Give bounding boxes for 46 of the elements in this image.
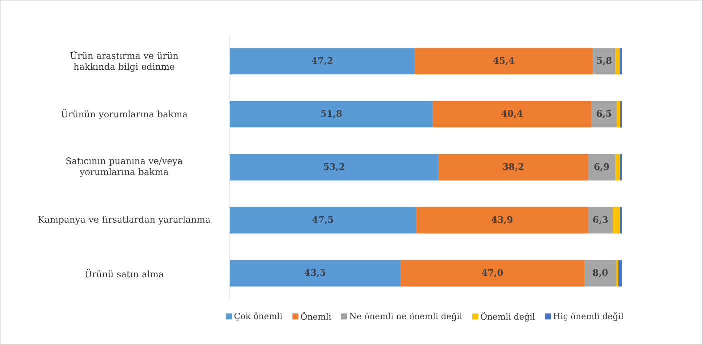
bar xyxy=(588,154,616,181)
bar xyxy=(593,48,616,75)
bar xyxy=(591,101,617,128)
bar xyxy=(230,260,401,287)
y-tick-label: Satıcının puanına ve/veya yorumlarına bakma xyxy=(66,158,183,178)
data-label: 5,8 xyxy=(597,57,612,66)
data-label: 6,5 xyxy=(596,110,612,119)
data-label: 6,9 xyxy=(594,163,610,172)
y-tick-label: Ürünü satın alma xyxy=(85,269,164,278)
data-label: 47,5 xyxy=(312,216,334,225)
legend-label: Ne önemli ne önemli değil xyxy=(350,312,462,322)
bar xyxy=(620,48,622,75)
data-label: 45,4 xyxy=(494,57,515,66)
y-tick-label: Kampanya ve fırsatlardan yararlanma xyxy=(38,216,211,225)
data-label: 43,5 xyxy=(304,269,326,278)
bar xyxy=(613,207,620,234)
data-label: 47,2 xyxy=(312,57,333,66)
bar xyxy=(588,207,614,234)
y-tick-label: Ürün araştırma ve ürün hakkında bilgi edinme xyxy=(70,50,178,72)
data-label: 47,0 xyxy=(482,269,504,278)
data-label: 6,3 xyxy=(593,216,608,225)
y-tick-label: Ürünün yorumlarına bakma xyxy=(61,109,188,120)
bar xyxy=(618,260,622,287)
bar xyxy=(584,260,616,287)
bar xyxy=(416,207,588,234)
bar xyxy=(230,48,416,75)
bar xyxy=(230,207,416,234)
data-label: 38,2 xyxy=(503,163,524,172)
legend-label: Çok önemli xyxy=(234,312,282,321)
data-label: 8,0 xyxy=(593,269,608,278)
bar xyxy=(415,48,594,75)
bar xyxy=(433,101,592,128)
bar xyxy=(400,260,585,287)
bar xyxy=(230,154,439,181)
bar xyxy=(230,101,434,128)
data-label: 40,4 xyxy=(502,110,523,119)
legend-label: Önemli xyxy=(301,312,332,320)
data-label: 51,8 xyxy=(321,110,342,119)
bar xyxy=(438,154,588,181)
data-label: 53,2 xyxy=(324,163,344,172)
data-label: 43,9 xyxy=(492,216,513,225)
legend-label: Önemli değil xyxy=(480,312,536,322)
bar xyxy=(616,101,621,128)
bar xyxy=(616,260,619,287)
legend-label: Hiç önemli değil xyxy=(554,312,624,322)
bar xyxy=(615,154,620,181)
